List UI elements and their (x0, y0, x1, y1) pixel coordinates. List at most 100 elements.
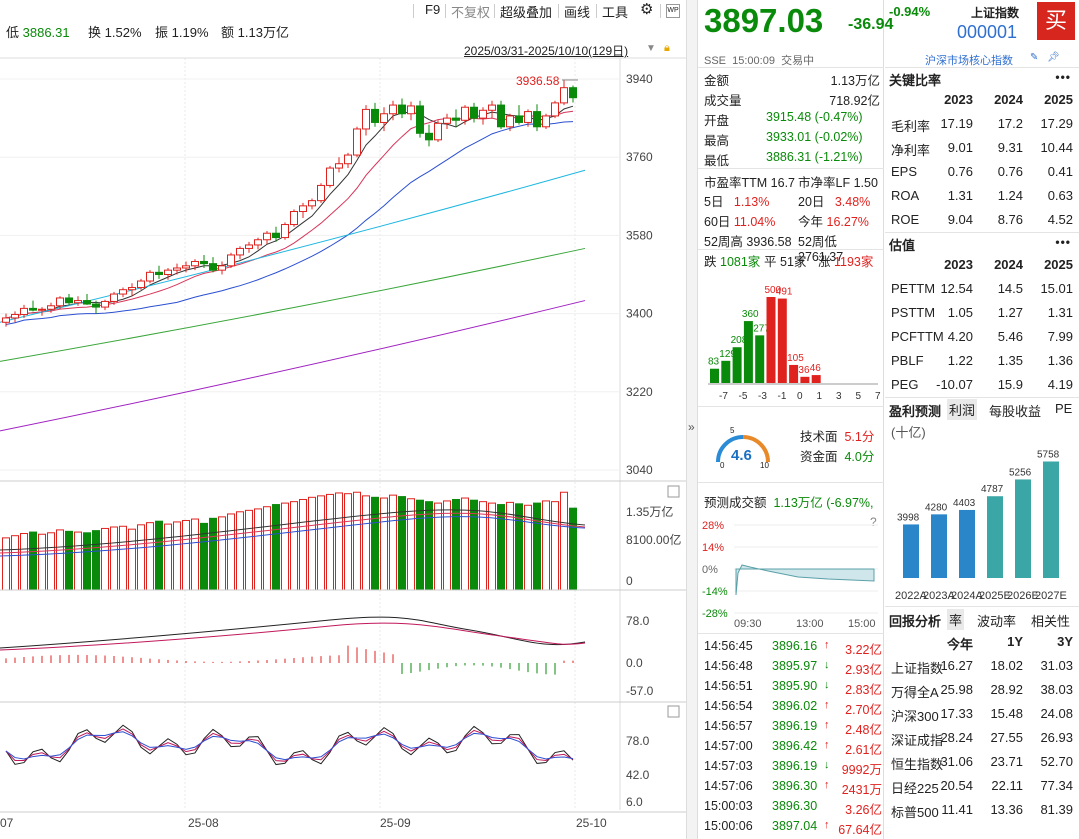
ma10-line (5, 110, 574, 319)
volume-bar (425, 501, 433, 591)
tools-button[interactable]: 工具 (602, 5, 629, 20)
breadth-value-label: 129 (719, 349, 736, 360)
tab-profit[interactable]: 利润 (947, 399, 978, 420)
candle (317, 184, 325, 202)
more-icon[interactable]: ••• (1055, 235, 1071, 249)
candle (488, 104, 496, 111)
volume-bar (182, 519, 190, 591)
volume-tick-label: 0 (626, 574, 633, 588)
gear-icon[interactable]: ⚙ (640, 1, 654, 18)
breadth-tick-label: -7 (719, 391, 728, 402)
pin-icon[interactable]: 📌︎ (1047, 52, 1060, 63)
cell-value: 17.2 (997, 116, 1023, 131)
tab-pe[interactable]: PE (1055, 401, 1073, 416)
decliners: 跌 1081家 (704, 255, 761, 269)
help-icon[interactable]: ? (870, 515, 877, 529)
dea-line (0, 622, 586, 651)
lock-icon[interactable]: 🔒︎ (664, 42, 670, 54)
candle (11, 313, 19, 319)
row-label: 沪深300 (891, 709, 939, 724)
profit-year-label: 2025E (979, 590, 1011, 602)
kdj-tick-label: 6.0 (626, 795, 643, 809)
stat-row: 成交量 718.92亿 (704, 90, 880, 109)
panel-collapse-icon (667, 485, 680, 498)
draw-button[interactable]: 画线 (564, 5, 591, 20)
trade-price: 3895.97 (772, 659, 818, 673)
volume-bar (533, 502, 541, 591)
candle (281, 224, 289, 239)
cell-value: 0.76 (947, 164, 973, 179)
f9-button[interactable]: F9 (425, 2, 441, 17)
forecast-chart: 28% 14% 0% -14% -28% 09:30 13:00 15:00 (702, 520, 878, 630)
last-price: 3897.03 (704, 2, 824, 39)
cell-value: 4.19 (1047, 377, 1073, 392)
kdj-tick-label: 42.0 (626, 768, 650, 782)
tab-return-analysis[interactable]: 回报分析 (889, 614, 942, 629)
tab-eps[interactable]: 每股收益 (989, 404, 1042, 419)
market-link[interactable]: 沪深市场核心指数 (925, 55, 1013, 67)
trade-price: 3896.02 (772, 699, 818, 713)
tab-profit-forecast[interactable]: 盈利预测 (889, 404, 942, 419)
panel-splitter[interactable]: » (686, 0, 698, 839)
price-tick-label: 3400 (626, 307, 653, 321)
profit-value-label: 4403 (953, 498, 976, 509)
tab-return-rate[interactable]: 率 (947, 609, 965, 630)
cell-value: 23.71 (990, 754, 1023, 769)
candle (569, 87, 577, 99)
edit-icon[interactable]: ✎ (1030, 52, 1039, 63)
cell-value: 16.27 (940, 658, 973, 673)
forecast-time-label: 13:00 (796, 618, 824, 630)
row-label: 万得全A (891, 685, 939, 700)
date-tick-label: 07 (0, 816, 14, 830)
volume-bar (380, 497, 388, 591)
profit-year-label: 2022A (895, 590, 927, 602)
buy-button[interactable]: 买 (1037, 2, 1075, 40)
volume-bar (227, 513, 235, 591)
range-dropdown-icon[interactable]: ▼ (646, 43, 656, 54)
cell-value: 17.29 (1040, 116, 1073, 131)
table-row: ROE 9.04 8.76 4.52 (891, 208, 1075, 232)
cell-value: 1.36 (1047, 353, 1073, 368)
returns-table: 今年 1Y 3Y 上证指数 16.27 18.02 31.03 万得全A 25.98 28.92 3… (891, 630, 1075, 822)
breadth-tick-label: -5 (739, 391, 748, 402)
profit-value-label: 5256 (1009, 467, 1032, 478)
date-range[interactable]: 2025/03/31-2025/10/10(129日) (464, 44, 629, 58)
pe-ratio: 市盈率TTM 16.7 (704, 176, 796, 190)
stat-label: 开盘 (704, 114, 730, 128)
overlay-button[interactable]: 超级叠加 (500, 5, 553, 20)
volume-bar (335, 492, 343, 591)
cell-value: 9.01 (947, 140, 973, 155)
volume-bar (2, 537, 10, 591)
adjust-button[interactable]: 不复权 (451, 5, 491, 20)
tab-volatility[interactable]: 波动率 (977, 614, 1017, 629)
more-icon[interactable]: ••• (1055, 70, 1071, 84)
stat-row: 最低 3886.31 (-1.21%) (704, 150, 880, 169)
tab-correlation[interactable]: 相关性 (1031, 614, 1071, 629)
forecast-tick-label: 14% (702, 542, 724, 554)
gauge-min-label: 0 (720, 461, 725, 470)
trade-direction-icon: ↑ (824, 779, 830, 791)
breadth-bar (721, 360, 731, 383)
row-label: 恒生指数 (891, 757, 944, 772)
cell-value: 4.52 (1047, 212, 1073, 227)
trade-direction-icon: ↑ (824, 639, 830, 651)
table-row: 深证成指 28.24 27.55 26.93 (891, 726, 1075, 750)
volume-bar (569, 507, 577, 591)
volume-bar (164, 523, 172, 591)
kline-chart[interactable]: 3940 3760 3580 3400 3220 3040 3936.58 1.35万亿 810… (0, 0, 686, 839)
row-label: 标普500 (891, 805, 939, 820)
candle (245, 244, 253, 249)
volume-bar (65, 530, 73, 591)
forecast-time-label: 09:30 (734, 618, 762, 630)
trade-row: 15:00:06 3897.04 ↑ 67.64亿 (704, 817, 882, 838)
chart-panel[interactable]: 低 3886.31 换 1.52% 振 1.19% 额 1.13万亿 F9 不复… (0, 0, 686, 839)
profit-bar (959, 509, 975, 578)
cell-value: 25.98 (940, 682, 973, 697)
candle (65, 297, 73, 304)
wp-icon[interactable]: WP (666, 4, 680, 18)
key-ratios-title: 关键比率 (889, 73, 942, 88)
price-tick-label: 3220 (626, 385, 653, 399)
low-stat: 低 3886.31 (6, 25, 70, 40)
collapse-arrow-icon[interactable]: » (688, 420, 695, 434)
